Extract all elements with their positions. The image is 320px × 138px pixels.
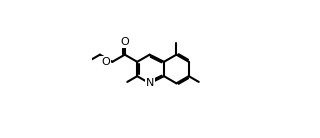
- Text: O: O: [101, 57, 110, 67]
- Text: N: N: [145, 78, 154, 88]
- Text: O: O: [120, 37, 129, 47]
